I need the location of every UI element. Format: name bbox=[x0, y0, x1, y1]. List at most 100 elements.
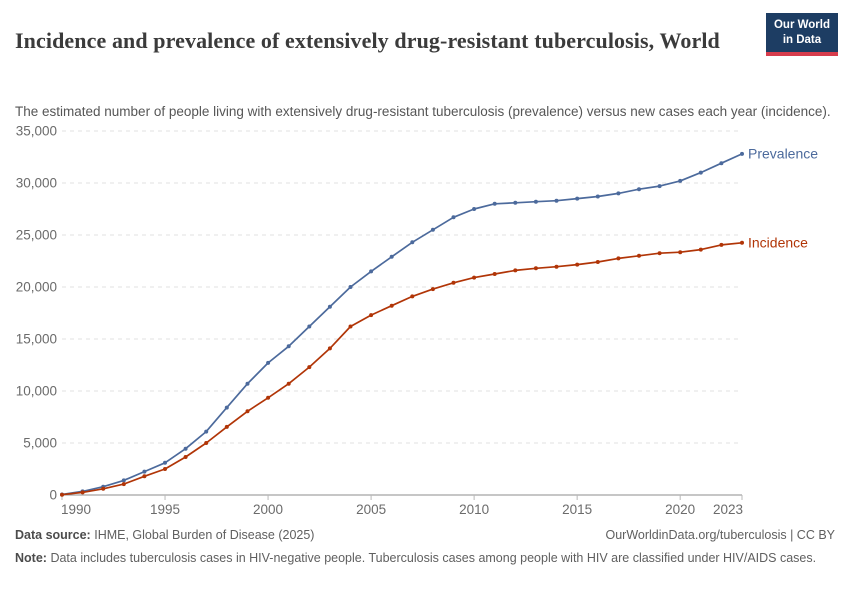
data-point[interactable] bbox=[451, 215, 456, 220]
data-point[interactable] bbox=[637, 253, 641, 258]
y-tick-label: 15,000 bbox=[16, 332, 57, 347]
data-point[interactable] bbox=[719, 161, 724, 166]
data-point[interactable] bbox=[513, 200, 518, 205]
data-point[interactable] bbox=[430, 287, 435, 292]
data-point[interactable] bbox=[389, 303, 394, 308]
data-point[interactable] bbox=[121, 482, 126, 487]
owid-logo[interactable]: Our World in Data bbox=[765, 13, 838, 56]
data-point[interactable] bbox=[554, 264, 559, 269]
footer-link[interactable]: OurWorldinData.org/tuberculosis | CC BY bbox=[605, 528, 836, 542]
x-tick-label: 2023 bbox=[713, 502, 743, 517]
data-point[interactable] bbox=[637, 187, 641, 192]
x-tick-label: 1995 bbox=[150, 502, 180, 517]
data-point[interactable] bbox=[616, 191, 621, 196]
data-point[interactable] bbox=[142, 474, 147, 479]
data-source-value: IHME, Global Burden of Disease (2025) bbox=[94, 528, 315, 542]
data-point[interactable] bbox=[60, 492, 64, 497]
data-point[interactable] bbox=[451, 280, 456, 285]
series-line-incidence[interactable] bbox=[61, 241, 743, 496]
data-point[interactable] bbox=[142, 469, 147, 474]
data-point[interactable] bbox=[410, 294, 415, 299]
data-point[interactable] bbox=[492, 201, 497, 206]
data-point[interactable] bbox=[204, 441, 209, 445]
series-incidence[interactable]: Incidence bbox=[60, 234, 808, 497]
data-point[interactable] bbox=[698, 170, 703, 175]
x-tick-label: 2015 bbox=[562, 502, 592, 517]
data-point[interactable] bbox=[678, 178, 683, 183]
data-point[interactable] bbox=[369, 269, 374, 274]
x-tick-label: 2000 bbox=[253, 502, 283, 517]
data-point[interactable] bbox=[533, 199, 538, 204]
data-point[interactable] bbox=[389, 254, 394, 259]
data-point[interactable] bbox=[595, 260, 600, 264]
y-tick-label: 35,000 bbox=[16, 124, 57, 139]
data-point[interactable] bbox=[307, 324, 312, 329]
data-point[interactable] bbox=[183, 446, 188, 451]
data-point[interactable] bbox=[513, 268, 518, 273]
data-point[interactable] bbox=[266, 395, 271, 400]
x-tick-label: 2020 bbox=[665, 502, 695, 517]
data-point[interactable] bbox=[575, 262, 580, 267]
note-label: Note: bbox=[15, 551, 47, 565]
data-source-label: Data source: bbox=[15, 528, 91, 542]
y-tick-label: 30,000 bbox=[16, 176, 57, 191]
data-point[interactable] bbox=[266, 360, 271, 365]
data-point[interactable] bbox=[286, 344, 291, 349]
data-point[interactable] bbox=[575, 196, 580, 201]
x-tick-label: 1990 bbox=[61, 502, 91, 517]
data-point[interactable] bbox=[163, 460, 167, 465]
owid-logo-line2: in Data bbox=[782, 33, 822, 46]
data-point[interactable] bbox=[348, 324, 353, 329]
line-chart: 0 5,000 10,000 15,000 20,000 25,000 30,000 35,0… bbox=[0, 120, 850, 525]
data-point[interactable] bbox=[121, 478, 126, 483]
series-label-prevalence: Prevalence bbox=[748, 145, 818, 161]
data-point[interactable] bbox=[183, 455, 188, 459]
data-point[interactable] bbox=[163, 467, 167, 471]
note-value: Data includes tuberculosis cases in HIV-… bbox=[50, 551, 817, 565]
data-point[interactable] bbox=[554, 198, 559, 203]
data-point[interactable] bbox=[472, 275, 477, 280]
data-point[interactable] bbox=[286, 381, 291, 386]
data-point[interactable] bbox=[224, 424, 229, 429]
series-line-prevalence[interactable] bbox=[61, 153, 743, 496]
data-point[interactable] bbox=[698, 247, 703, 252]
chart-footer: Data source: IHME, Global Burden of Dise… bbox=[15, 528, 835, 568]
data-point[interactable] bbox=[245, 381, 250, 386]
data-point[interactable] bbox=[101, 486, 106, 491]
y-tick-label: 0 bbox=[49, 488, 57, 503]
page-title: Incidence and prevalence of extensively … bbox=[15, 27, 720, 53]
series-label-incidence: Incidence bbox=[748, 234, 808, 250]
data-source: Data source: IHME, Global Burden of Dise… bbox=[15, 528, 314, 542]
data-point[interactable] bbox=[245, 409, 250, 414]
chart-note: Note: Data includes tuberculosis cases i… bbox=[15, 549, 833, 568]
data-point[interactable] bbox=[472, 207, 477, 211]
data-point[interactable] bbox=[616, 256, 621, 261]
chart-subtitle: The estimated number of people living wi… bbox=[15, 103, 831, 119]
data-point[interactable] bbox=[348, 285, 353, 289]
data-point[interactable] bbox=[719, 242, 724, 247]
data-point[interactable] bbox=[327, 346, 332, 351]
y-tick-label: 5,000 bbox=[23, 436, 57, 451]
series-prevalence[interactable]: Prevalence bbox=[60, 145, 818, 497]
data-point[interactable] bbox=[204, 429, 209, 434]
data-point[interactable] bbox=[369, 313, 374, 318]
data-point[interactable] bbox=[327, 304, 332, 309]
data-point[interactable] bbox=[657, 251, 662, 256]
data-point[interactable] bbox=[492, 272, 497, 276]
y-tick-label: 25,000 bbox=[16, 228, 57, 243]
data-point[interactable] bbox=[595, 194, 600, 199]
data-point[interactable] bbox=[80, 490, 85, 495]
data-point[interactable] bbox=[224, 405, 229, 410]
line-chart-svg: 0 5,000 10,000 15,000 20,000 25,000 30,000 35,0… bbox=[16, 124, 819, 518]
y-tick-label: 20,000 bbox=[16, 280, 57, 295]
data-point[interactable] bbox=[740, 151, 744, 156]
data-point[interactable] bbox=[533, 266, 538, 271]
data-point[interactable] bbox=[740, 240, 744, 245]
data-point[interactable] bbox=[678, 250, 683, 255]
data-point[interactable] bbox=[410, 240, 415, 245]
data-point[interactable] bbox=[307, 365, 312, 370]
owid-logo-line1: Our World bbox=[773, 19, 830, 31]
data-point[interactable] bbox=[430, 227, 435, 232]
data-point[interactable] bbox=[657, 184, 662, 189]
